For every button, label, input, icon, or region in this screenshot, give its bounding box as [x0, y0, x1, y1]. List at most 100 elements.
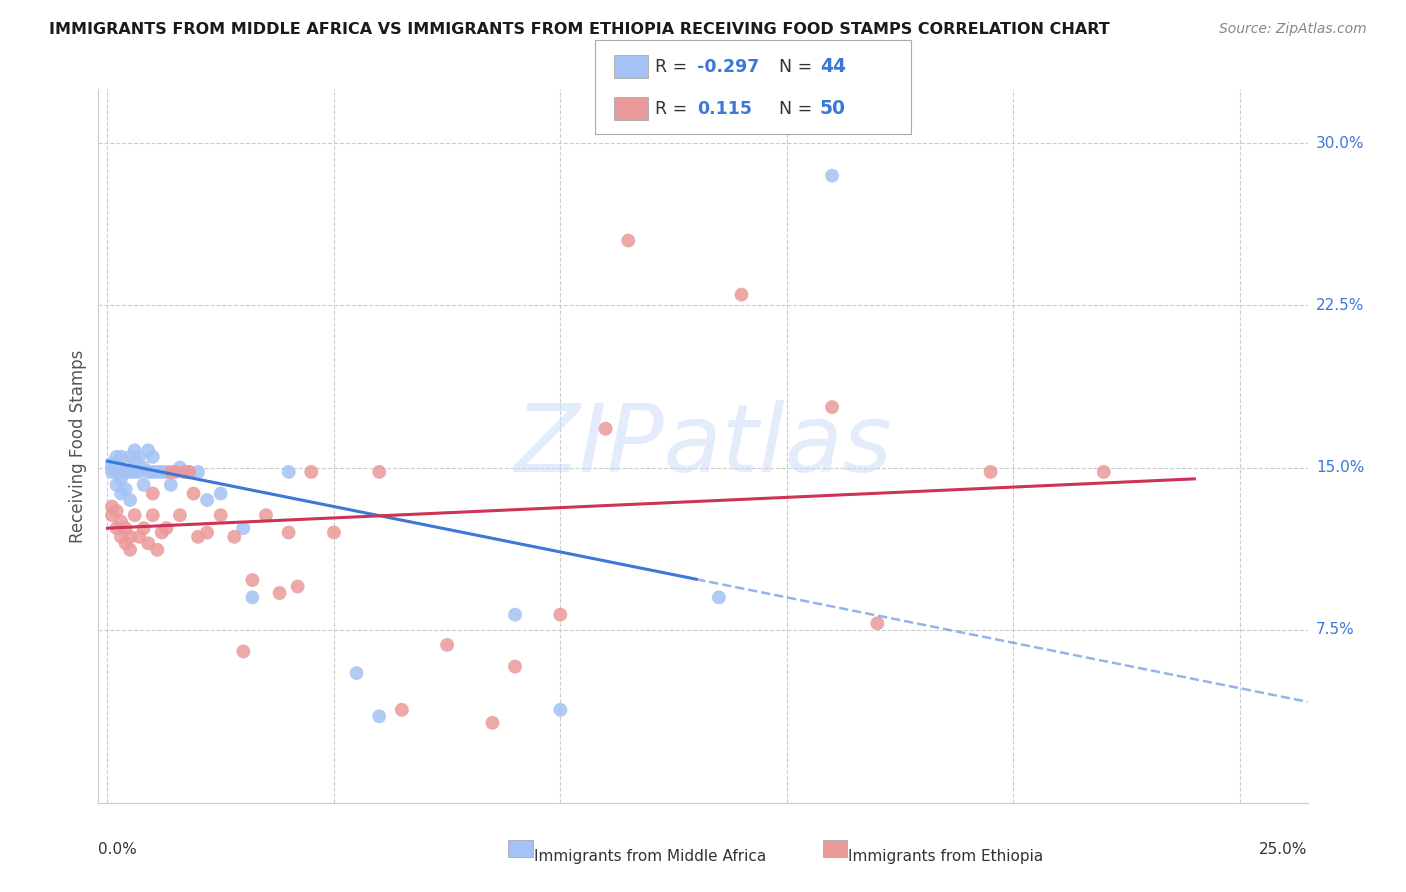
Point	[114, 521, 136, 535]
Point	[120, 542, 142, 557]
Point	[707, 591, 730, 605]
Text: 25.0%: 25.0%	[1260, 842, 1308, 857]
Point	[120, 465, 142, 479]
Point	[169, 508, 191, 523]
Point	[155, 521, 177, 535]
Point	[595, 422, 617, 436]
Point	[730, 287, 752, 301]
Point	[124, 508, 146, 523]
Text: 44: 44	[820, 57, 845, 77]
Text: ZIPatlas: ZIPatlas	[515, 401, 891, 491]
Point	[368, 709, 391, 723]
Point	[101, 460, 124, 475]
Point	[346, 666, 368, 681]
Point	[550, 607, 572, 622]
Point	[187, 465, 209, 479]
Point	[124, 454, 146, 468]
Point	[132, 521, 155, 535]
Point	[550, 703, 572, 717]
Point	[980, 465, 1002, 479]
Point	[110, 450, 132, 464]
Point	[105, 478, 128, 492]
Point	[821, 400, 844, 414]
Text: 50: 50	[820, 99, 845, 119]
Point	[136, 443, 159, 458]
Text: 15.0%: 15.0%	[1316, 460, 1364, 475]
Point	[187, 530, 209, 544]
Y-axis label: Receiving Food Stamps: Receiving Food Stamps	[69, 350, 87, 542]
Point	[173, 465, 195, 479]
Point	[124, 465, 146, 479]
Text: 7.5%: 7.5%	[1316, 623, 1354, 637]
Point	[503, 659, 526, 673]
Point	[146, 465, 169, 479]
Text: R =: R =	[655, 100, 699, 118]
Point	[120, 450, 142, 464]
Point	[105, 504, 128, 518]
Text: 30.0%: 30.0%	[1316, 136, 1364, 151]
Point	[150, 465, 173, 479]
Point	[136, 536, 159, 550]
Text: Immigrants from Ethiopia: Immigrants from Ethiopia	[848, 849, 1043, 864]
Point	[177, 465, 200, 479]
Point	[254, 508, 277, 523]
Point	[105, 465, 128, 479]
Point	[232, 644, 254, 658]
Point	[299, 465, 322, 479]
Point	[242, 573, 264, 587]
Point	[195, 525, 218, 540]
Text: IMMIGRANTS FROM MIDDLE AFRICA VS IMMIGRANTS FROM ETHIOPIA RECEIVING FOOD STAMPS : IMMIGRANTS FROM MIDDLE AFRICA VS IMMIGRA…	[49, 22, 1109, 37]
Point	[110, 460, 132, 475]
Point	[183, 486, 205, 500]
Point	[160, 465, 183, 479]
Point	[101, 508, 124, 523]
Text: -0.297: -0.297	[697, 58, 759, 76]
Point	[165, 465, 187, 479]
Point	[120, 493, 142, 508]
Point	[120, 530, 142, 544]
Text: 0.0%: 0.0%	[98, 842, 138, 857]
Point	[110, 471, 132, 485]
Point	[169, 460, 191, 475]
Text: N =: N =	[768, 100, 817, 118]
Point	[142, 508, 165, 523]
Point	[232, 521, 254, 535]
Point	[322, 525, 344, 540]
Point	[110, 486, 132, 500]
Text: N =: N =	[768, 58, 817, 76]
Point	[821, 169, 844, 183]
FancyBboxPatch shape	[509, 840, 533, 857]
Point	[101, 500, 124, 514]
Point	[142, 465, 165, 479]
Point	[503, 607, 526, 622]
Point	[481, 715, 503, 730]
Point	[110, 530, 132, 544]
Text: Immigrants from Middle Africa: Immigrants from Middle Africa	[534, 849, 766, 864]
Point	[128, 465, 150, 479]
Point	[105, 450, 128, 464]
Point	[287, 580, 309, 594]
Point	[150, 525, 173, 540]
Point	[277, 465, 299, 479]
Point	[224, 530, 246, 544]
Point	[177, 465, 200, 479]
Point	[105, 521, 128, 535]
Point	[277, 525, 299, 540]
Point	[132, 478, 155, 492]
FancyBboxPatch shape	[823, 840, 846, 857]
Point	[128, 530, 150, 544]
Point	[146, 542, 169, 557]
Point	[368, 465, 391, 479]
Point	[160, 478, 183, 492]
Point	[1092, 465, 1115, 479]
Point	[128, 450, 150, 464]
Point	[242, 591, 264, 605]
Text: 0.115: 0.115	[697, 100, 752, 118]
Point	[269, 586, 291, 600]
Point	[124, 443, 146, 458]
Point	[142, 450, 165, 464]
Text: 22.5%: 22.5%	[1316, 298, 1364, 313]
Point	[136, 465, 159, 479]
Point	[114, 465, 136, 479]
Point	[209, 508, 232, 523]
